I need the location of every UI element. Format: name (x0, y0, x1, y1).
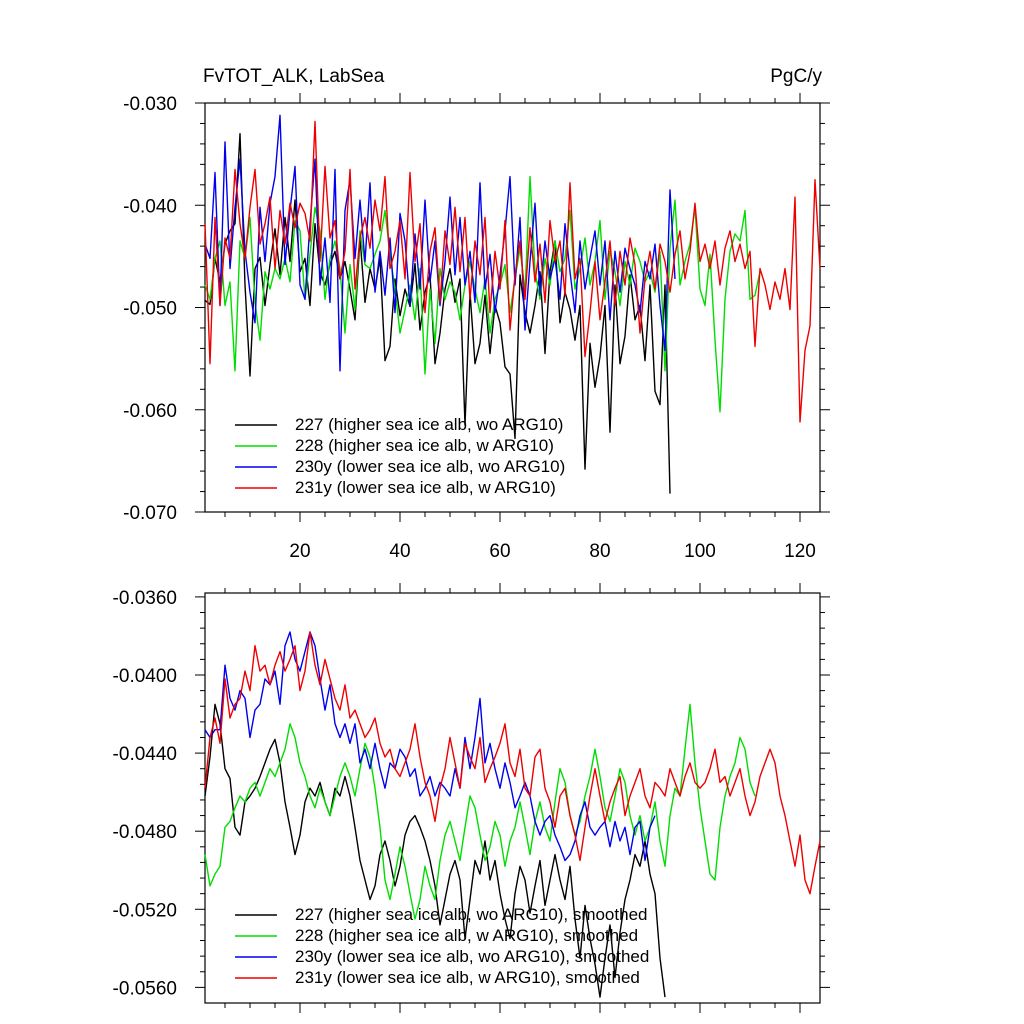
y-tick-label: -0.0480 (113, 822, 177, 843)
y-tick-label: -0.050 (123, 299, 177, 320)
legend-label: 228 (higher sea ice alb, w ARG10), smoot… (295, 926, 638, 945)
legend-label: 231y (lower sea ice alb, w ARG10), smoot… (295, 968, 640, 987)
legend-label: 230y (lower sea ice alb, wo ARG10), smoo… (295, 947, 649, 966)
y-tick-label: -0.0360 (113, 588, 177, 609)
series-line (204, 114, 676, 372)
x-tick-label: 80 (589, 541, 610, 562)
series-line (204, 703, 666, 998)
y-tick-label: -0.070 (123, 503, 177, 524)
series-line (204, 132, 671, 494)
series-line (204, 703, 756, 920)
y-tick-label: -0.030 (123, 94, 177, 115)
x-tick-label: 120 (784, 541, 816, 562)
y-tick-label: -0.0400 (113, 666, 177, 687)
legend-label: 231y (lower sea ice alb, w ARG10) (295, 478, 556, 497)
series-line (204, 631, 821, 895)
y-tick-label: -0.0440 (113, 744, 177, 765)
x-tick-label: 20 (289, 541, 310, 562)
legend-label: 228 (higher sea ice alb, w ARG10) (295, 436, 554, 455)
legend-label: 227 (higher sea ice alb, wo ARG10) (295, 415, 563, 434)
y-tick-label: -0.0560 (113, 978, 177, 999)
top-panel: 20 40 60 80 100 120 -0.030 -0.040 -0.050 -0.060 -0… (123, 93, 830, 562)
plot-frame (204, 592, 821, 1004)
chart-title: FvTOT_ALK, LabSea (203, 66, 385, 87)
legend-label: 230y (lower sea ice alb, wo ARG10) (295, 457, 565, 476)
x-tick-label: 60 (489, 541, 510, 562)
x-tick-label: 100 (684, 541, 716, 562)
y-tick-label: -0.0520 (113, 900, 177, 921)
y-tick-label: -0.040 (123, 196, 177, 217)
x-tick-label: 40 (389, 541, 410, 562)
legend-label: 227 (higher sea ice alb, wo ARG10), smoo… (295, 905, 647, 924)
series-line (204, 631, 656, 862)
series-line (204, 120, 821, 423)
bottom-panel: -0.0360 -0.0400 -0.0440 -0.0480 -0.0520 -0.05… (113, 583, 830, 1013)
y-tick-label: -0.060 (123, 401, 177, 422)
units-label: PgC/y (770, 66, 822, 87)
